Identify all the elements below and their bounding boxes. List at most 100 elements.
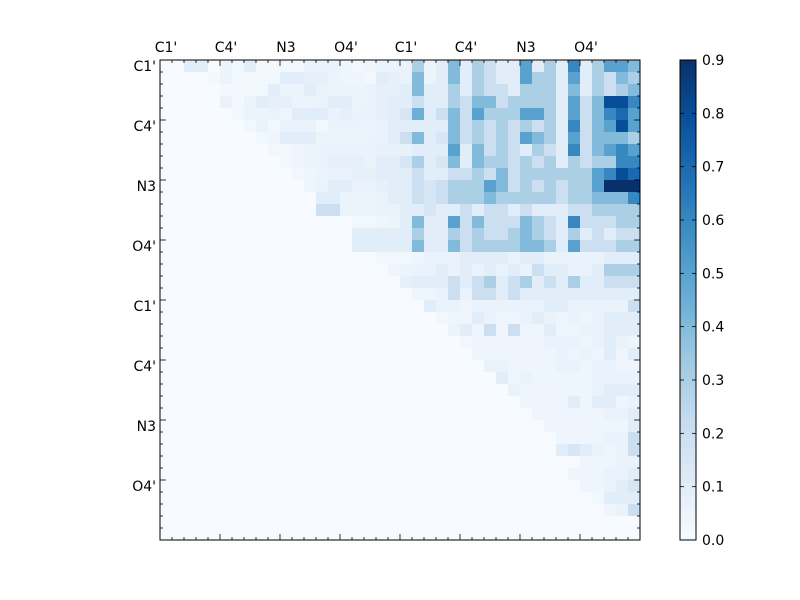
heatmap-cell bbox=[508, 156, 521, 169]
heatmap-cell bbox=[460, 84, 473, 97]
heatmap-cell bbox=[508, 180, 521, 193]
heatmap-cell bbox=[484, 396, 497, 409]
heatmap-cell bbox=[364, 360, 377, 373]
heatmap-cell bbox=[412, 504, 425, 517]
heatmap-cell bbox=[496, 456, 509, 469]
heatmap-cell bbox=[604, 504, 617, 517]
heatmap-cell bbox=[292, 444, 305, 457]
heatmap-cell bbox=[196, 120, 209, 133]
heatmap-cell bbox=[508, 264, 521, 277]
heatmap-cell bbox=[364, 276, 377, 289]
heatmap-cell bbox=[580, 432, 593, 445]
heatmap-cell bbox=[544, 372, 557, 385]
heatmap-cell bbox=[496, 192, 509, 205]
heatmap-cell bbox=[592, 252, 605, 265]
heatmap-cell bbox=[472, 348, 485, 361]
heatmap-cell bbox=[364, 144, 377, 157]
heatmap-cell bbox=[208, 288, 221, 301]
heatmap-cell bbox=[412, 84, 425, 97]
heatmap-cell bbox=[280, 432, 293, 445]
heatmap-cell bbox=[316, 372, 329, 385]
heatmap-cell bbox=[472, 228, 485, 241]
heatmap-cell bbox=[304, 336, 317, 349]
heatmap-cell bbox=[592, 324, 605, 337]
heatmap-cell bbox=[448, 396, 461, 409]
heatmap-cell bbox=[352, 288, 365, 301]
heatmap-cell bbox=[568, 216, 581, 229]
heatmap-cell bbox=[436, 216, 449, 229]
heatmap-cell bbox=[220, 288, 233, 301]
heatmap-cell bbox=[364, 336, 377, 349]
heatmap-cell bbox=[592, 408, 605, 421]
heatmap-cell bbox=[460, 216, 473, 229]
heatmap-cell bbox=[220, 252, 233, 265]
heatmap-cell bbox=[220, 396, 233, 409]
heatmap-cell bbox=[496, 72, 509, 85]
heatmap-cell bbox=[616, 312, 629, 325]
heatmap-cell bbox=[292, 144, 305, 157]
heatmap-cell bbox=[244, 60, 257, 73]
heatmap-cell bbox=[616, 528, 629, 541]
heatmap-cell bbox=[460, 276, 473, 289]
heatmap-cell bbox=[388, 312, 401, 325]
heatmap-cell bbox=[544, 240, 557, 253]
heatmap-cell bbox=[424, 492, 437, 505]
heatmap-cell bbox=[220, 300, 233, 313]
heatmap-cell bbox=[304, 312, 317, 325]
heatmap-cell bbox=[388, 492, 401, 505]
heatmap-cell bbox=[532, 516, 545, 529]
heatmap-cell bbox=[160, 132, 173, 145]
heatmap-cell bbox=[484, 120, 497, 133]
heatmap-cell bbox=[292, 228, 305, 241]
heatmap-cell bbox=[172, 96, 185, 109]
heatmap-cell bbox=[424, 108, 437, 121]
heatmap-cell bbox=[472, 252, 485, 265]
heatmap-cell bbox=[472, 216, 485, 229]
heatmap-cell bbox=[268, 72, 281, 85]
heatmap-cell bbox=[184, 288, 197, 301]
heatmap-cell bbox=[268, 420, 281, 433]
heatmap-cell bbox=[460, 420, 473, 433]
heatmap-cell bbox=[376, 180, 389, 193]
heatmap-cell bbox=[232, 300, 245, 313]
heatmap-cell bbox=[256, 468, 269, 481]
heatmap-cell bbox=[532, 96, 545, 109]
heatmap-cell bbox=[628, 132, 641, 145]
heatmap-cell bbox=[532, 156, 545, 169]
heatmap-cell bbox=[196, 516, 209, 529]
heatmap-cell bbox=[520, 156, 533, 169]
heatmap-cell bbox=[532, 372, 545, 385]
heatmap-cell bbox=[316, 216, 329, 229]
heatmap-cell bbox=[196, 264, 209, 277]
heatmap-cell bbox=[520, 444, 533, 457]
heatmap-cell bbox=[220, 420, 233, 433]
heatmap-cell bbox=[268, 132, 281, 145]
heatmap-cell bbox=[424, 336, 437, 349]
heatmap-cell bbox=[424, 144, 437, 157]
heatmap-cell bbox=[616, 336, 629, 349]
heatmap-cell bbox=[448, 84, 461, 97]
heatmap-cell bbox=[592, 60, 605, 73]
heatmap-cell bbox=[292, 360, 305, 373]
heatmap-cell bbox=[232, 108, 245, 121]
colorbar-tick-label: 0.8 bbox=[702, 106, 724, 122]
heatmap-cell bbox=[592, 456, 605, 469]
heatmap-cell bbox=[316, 168, 329, 181]
heatmap-cell bbox=[220, 348, 233, 361]
heatmap-cell bbox=[208, 168, 221, 181]
heatmap-cell bbox=[412, 360, 425, 373]
heatmap-cell bbox=[448, 360, 461, 373]
heatmap-cell bbox=[172, 72, 185, 85]
heatmap-cell bbox=[424, 372, 437, 385]
heatmap-cell bbox=[304, 492, 317, 505]
heatmap-cell bbox=[400, 144, 413, 157]
heatmap-cell bbox=[280, 96, 293, 109]
heatmap-cell bbox=[268, 492, 281, 505]
heatmap-cell bbox=[160, 480, 173, 493]
heatmap-cell bbox=[628, 288, 641, 301]
heatmap-cell bbox=[592, 336, 605, 349]
heatmap-cell bbox=[580, 384, 593, 397]
heatmap-cell bbox=[556, 504, 569, 517]
heatmap-cell bbox=[160, 276, 173, 289]
